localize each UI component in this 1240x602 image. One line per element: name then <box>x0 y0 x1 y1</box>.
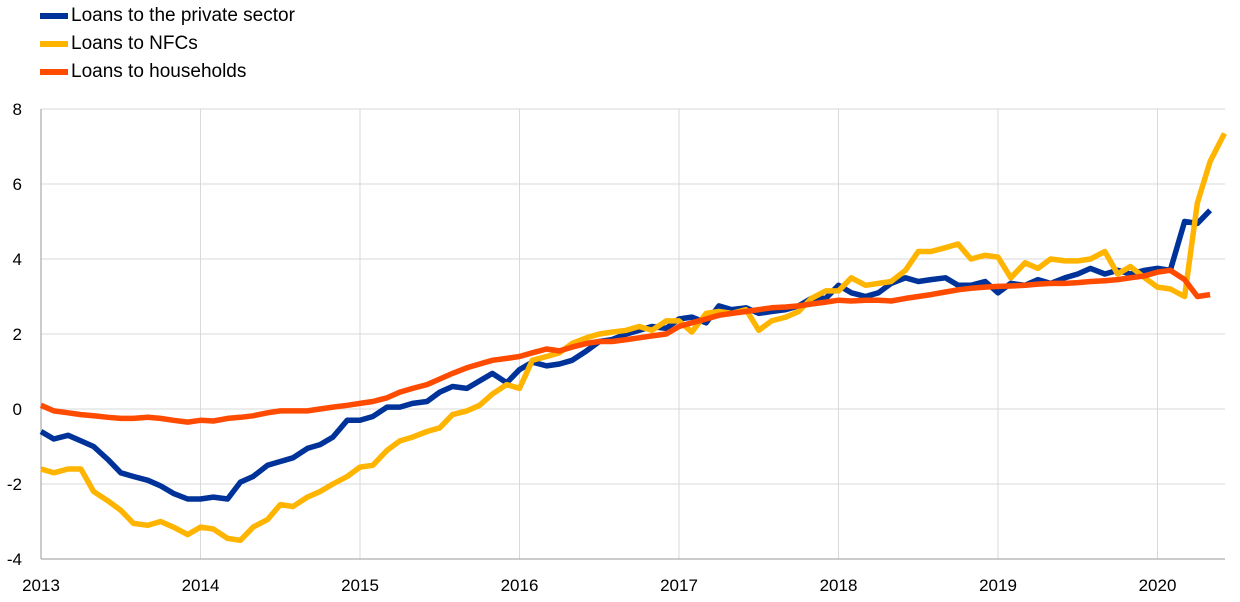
x-tick-label: 2020 <box>1139 576 1177 595</box>
y-tick-label: -2 <box>7 475 22 494</box>
y-tick-label: 6 <box>13 175 22 194</box>
legend-label-private-sector: Loans to the private sector <box>71 5 295 26</box>
chart-grid <box>41 108 1225 560</box>
x-tick-label: 2013 <box>22 576 60 595</box>
y-tick-label: 4 <box>13 250 22 269</box>
legend-item-private-sector: Loans to the private sector <box>40 2 295 30</box>
series-line-1 <box>40 132 1227 544</box>
x-tick-label: 2019 <box>979 576 1017 595</box>
legend-item-nfcs: Loans to NFCs <box>40 30 295 58</box>
chart-axes <box>40 109 1225 560</box>
x-tick-label: 2017 <box>660 576 698 595</box>
x-tick-label: 2015 <box>341 576 379 595</box>
legend-swatch-households <box>40 69 68 75</box>
chart-series-lines <box>39 132 1227 544</box>
legend-swatch-nfcs <box>40 41 68 47</box>
y-tick-label: 8 <box>13 100 22 119</box>
chart-legend: Loans to the private sector Loans to NFC… <box>40 2 295 86</box>
series-line-0 <box>39 208 1213 502</box>
x-tick-label: 2016 <box>501 576 539 595</box>
series-line-2 <box>39 267 1211 425</box>
x-tick-label: 2018 <box>820 576 858 595</box>
y-tick-label: 0 <box>13 400 22 419</box>
x-tick-label: 2014 <box>182 576 220 595</box>
y-tick-label: 2 <box>13 325 22 344</box>
legend-swatch-private-sector <box>40 13 68 19</box>
legend-label-nfcs: Loans to NFCs <box>71 33 198 54</box>
legend-item-households: Loans to households <box>40 58 295 86</box>
y-tick-label: -4 <box>7 550 22 569</box>
legend-label-households: Loans to households <box>71 61 247 82</box>
chart-tick-labels: -4 -2 0 2 4 6 8 2013 2014 2015 2016 2017 2018 2019 202… <box>7 100 1177 595</box>
